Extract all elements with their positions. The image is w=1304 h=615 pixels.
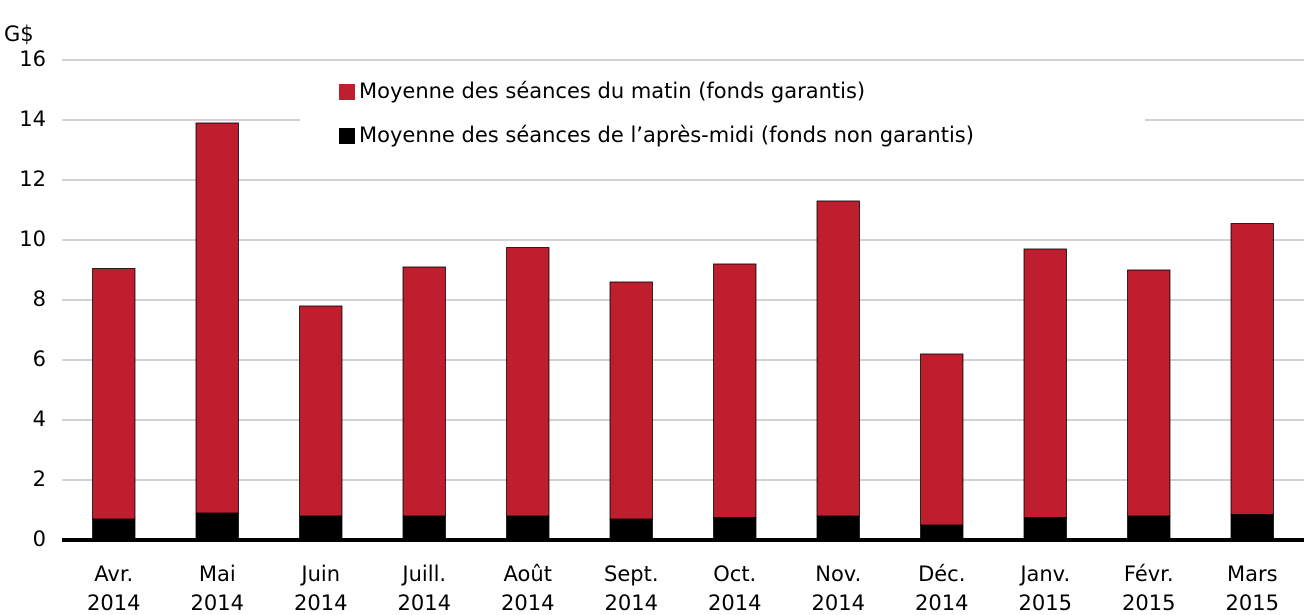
bar-segment: [299, 305, 343, 517]
bar-segment: [195, 122, 239, 514]
bar-segment: [402, 515, 446, 541]
x-tick-label: Déc.: [918, 562, 965, 586]
bar-segment: [609, 281, 653, 520]
y-tick-label: 12: [19, 167, 46, 191]
x-tick-label: Janv.: [1018, 562, 1070, 586]
x-tick-label: 2014: [605, 591, 658, 615]
y-tick-label: 2: [33, 467, 46, 491]
y-tick-label: 0: [33, 527, 46, 551]
bar-segment: [92, 268, 136, 520]
bar-segment: [816, 200, 860, 517]
x-tick-label: 2014: [398, 591, 451, 615]
legend-label: Moyenne des séances du matin (fonds gara…: [359, 79, 865, 103]
y-tick-label: 16: [19, 47, 46, 71]
bar-segment: [92, 518, 136, 541]
legend-swatch: [339, 128, 355, 144]
bar-segment: [920, 524, 964, 541]
bar-segment: [1023, 517, 1067, 541]
bar-segment: [402, 266, 446, 517]
y-tick-label: 4: [33, 407, 46, 431]
x-tick-label: Nov.: [815, 562, 861, 586]
x-tick-label: 2014: [915, 591, 968, 615]
x-tick-label: Mai: [199, 562, 236, 586]
bar-segment: [1127, 269, 1171, 517]
x-tick-label: 2014: [708, 591, 761, 615]
bar-segment: [713, 263, 757, 518]
x-tick-label: Oct.: [713, 562, 756, 586]
x-tick-label: 2015: [1122, 591, 1175, 615]
x-tick-label: 2014: [294, 591, 347, 615]
x-tick-label: Mars: [1227, 562, 1278, 586]
bar-segment: [195, 512, 239, 541]
x-tick-label: Févr.: [1124, 562, 1174, 586]
x-tick-label: 2014: [812, 591, 865, 615]
y-axis-unit: G$: [4, 22, 34, 46]
bar-segment: [1230, 514, 1274, 541]
bar-segment: [1023, 248, 1067, 518]
x-tick-label: Juill.: [400, 562, 446, 586]
y-tick-label: 8: [33, 287, 46, 311]
bar-segment: [816, 515, 860, 541]
y-tick-label: 14: [19, 107, 46, 131]
x-tick-label: Avr.: [94, 562, 133, 586]
bar-segment: [609, 518, 653, 541]
x-tick-label: 2015: [1226, 591, 1279, 615]
legend-label: Moyenne des séances de l’après-midi (fon…: [359, 123, 974, 147]
bar-segment: [920, 353, 964, 526]
x-tick-label: 2014: [87, 591, 140, 615]
bar-segment: [299, 515, 343, 541]
x-tick-label: 2014: [191, 591, 244, 615]
bar-segment: [1127, 515, 1171, 541]
legend-swatch: [339, 84, 355, 100]
bar-segment: [1230, 223, 1274, 515]
bar-segment: [506, 515, 550, 541]
x-tick-label: Juin: [299, 562, 340, 586]
bar-segment: [713, 517, 757, 541]
x-tick-label: 2014: [501, 591, 554, 615]
x-tick-label: Sept.: [604, 562, 659, 586]
bar-segment: [506, 247, 550, 517]
x-tick-label: 2015: [1019, 591, 1072, 615]
x-tick-label: Août: [504, 562, 552, 586]
legend-background: [300, 72, 1145, 162]
y-tick-label: 10: [19, 227, 46, 251]
y-tick-label: 6: [33, 347, 46, 371]
